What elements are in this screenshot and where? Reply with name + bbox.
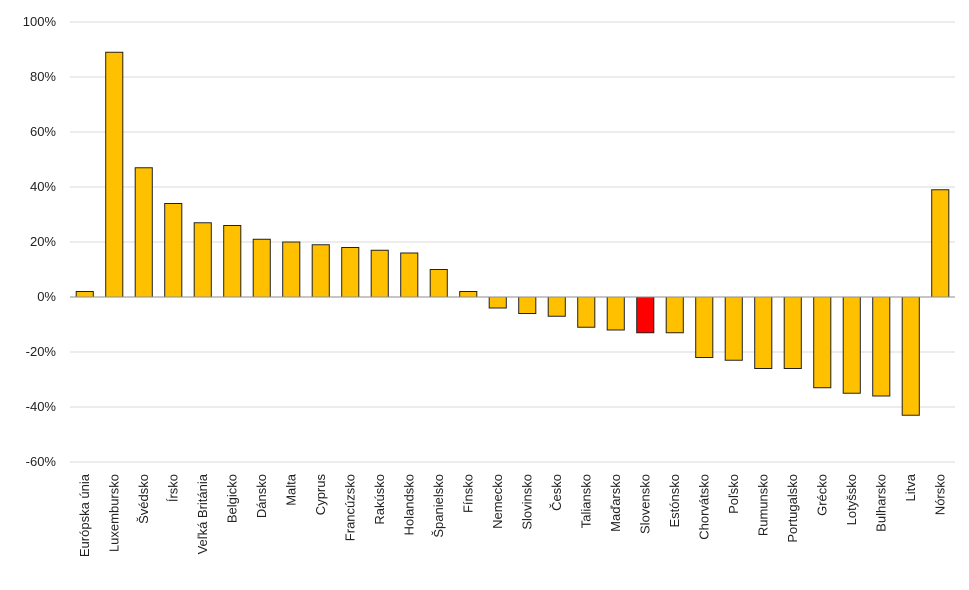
bar-slovensko [636, 296, 655, 334]
x-category-label: Švédsko [136, 474, 151, 524]
x-category-label: Španielsko [431, 474, 446, 538]
x-axis-category-labels: Európska únia Luxembursko Švédsko Írsko Veľk… [77, 473, 948, 557]
x-category-label: Cyprus [313, 474, 328, 516]
x-category-label: Maďarsko [608, 474, 623, 532]
bar-portugalsko [783, 296, 802, 369]
bar-veľká-británia [193, 222, 212, 298]
y-tick-label: -20% [26, 344, 57, 359]
bar-bulharsko [872, 296, 891, 397]
x-category-label: Veľká Británia [195, 473, 210, 554]
bar-írsko [164, 203, 183, 298]
x-category-label: Portugalsko [785, 474, 800, 543]
y-tick-label: 40% [30, 179, 56, 194]
x-category-label: Lotyšsko [844, 474, 859, 525]
x-category-label: Európska únia [77, 473, 92, 557]
bars [75, 51, 950, 416]
x-category-label: Bulharsko [873, 474, 888, 532]
x-category-label: Česko [549, 474, 564, 511]
bar-nemecko [488, 296, 507, 309]
x-category-label: Luxembursko [106, 474, 121, 552]
bar-chorvátsko [695, 296, 714, 358]
bar-grécko [813, 296, 832, 389]
bar-holandsko [400, 252, 419, 298]
gridlines [70, 21, 955, 463]
bar-cyprus [311, 244, 330, 298]
bar-maďarsko [606, 296, 625, 331]
x-category-label: Poľsko [726, 474, 741, 514]
y-tick-label: 0% [37, 289, 56, 304]
x-category-label: Grécko [814, 474, 829, 516]
bar-rumunsko [754, 296, 773, 369]
bar-rakúsko [370, 249, 389, 298]
bar-fínsko [459, 291, 478, 298]
x-category-label: Chorvátsko [696, 474, 711, 540]
bar-lotyšsko [842, 296, 861, 394]
bar-dánsko [252, 238, 271, 298]
y-tick-label: -60% [26, 454, 57, 469]
x-category-label: Litva [903, 473, 918, 501]
y-axis-tick-labels: 100% 80% 60% 40% 20% 0% -20% -40% -60% [23, 14, 57, 469]
bar-taliansko [577, 296, 596, 328]
x-category-label: Slovensko [637, 474, 652, 534]
x-category-label: Francúzsko [342, 474, 357, 541]
bar-malta [282, 241, 301, 298]
x-category-label: Malta [283, 473, 298, 506]
y-tick-label: 80% [30, 69, 56, 84]
x-category-label: Holandsko [401, 474, 416, 535]
bar-francúzsko [341, 247, 360, 298]
y-tick-label: -40% [26, 399, 57, 414]
x-category-label: Nórsko [932, 474, 947, 515]
x-category-label: Írsko [165, 474, 180, 502]
x-category-label: Nemecko [490, 474, 505, 529]
bar-slovinsko [518, 296, 537, 314]
y-tick-label: 60% [30, 124, 56, 139]
x-category-label: Belgicko [224, 474, 239, 523]
y-tick-label: 100% [23, 14, 57, 29]
x-category-label: Estónsko [667, 474, 682, 527]
bar-belgicko [223, 225, 242, 298]
bar-litva [901, 296, 920, 416]
bar-španielsko [429, 269, 448, 298]
bar-poľsko [724, 296, 743, 361]
bar-európska-únia [75, 291, 94, 298]
bar-česko [547, 296, 566, 317]
bar-estónsko [665, 296, 684, 334]
y-tick-label: 20% [30, 234, 56, 249]
bar-švédsko [134, 167, 153, 298]
x-category-label: Taliansko [578, 474, 593, 528]
x-category-label: Rumunsko [755, 474, 770, 536]
x-category-label: Dánsko [254, 474, 269, 518]
bar-luxembursko [105, 51, 124, 298]
x-category-label: Rakúsko [372, 474, 387, 525]
x-category-label: Fínsko [460, 474, 475, 513]
x-category-label: Slovinsko [519, 474, 534, 530]
bar-nórsko [931, 189, 950, 298]
